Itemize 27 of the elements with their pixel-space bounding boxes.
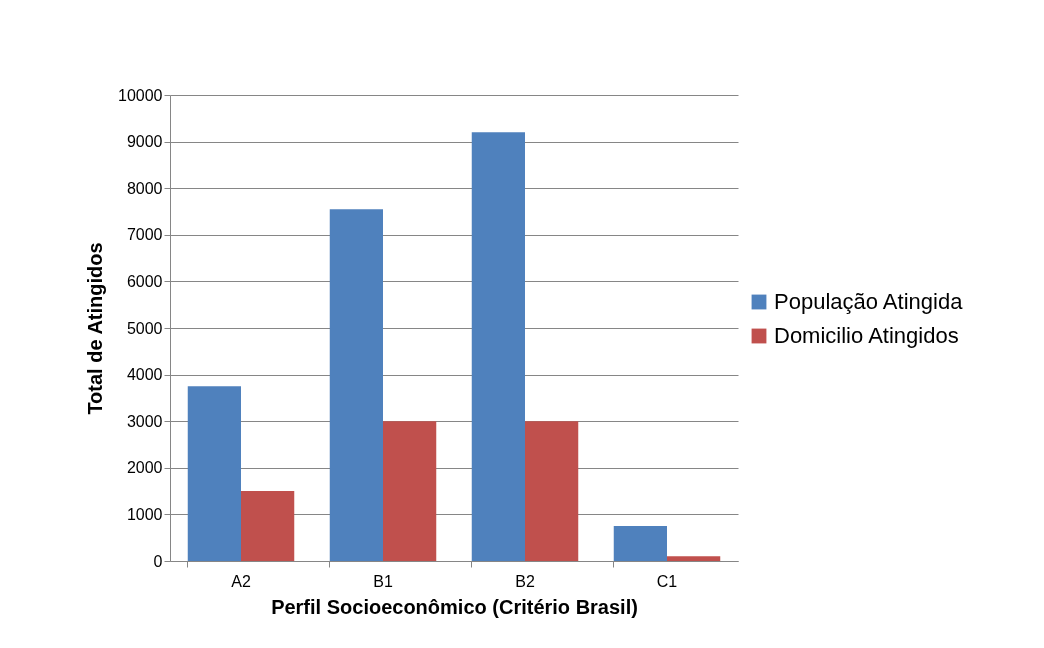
y-tick-label: 8000 — [126, 179, 163, 197]
bar — [525, 421, 579, 561]
bar — [241, 491, 295, 561]
y-tick-label: 3000 — [126, 412, 163, 430]
y-tick-label: 7000 — [126, 226, 163, 244]
x-axis-title: Perfil Socioeconômico (Critério Brasil) — [271, 595, 638, 618]
y-tick-label: 2000 — [126, 459, 163, 477]
x-tick-label: B1 — [373, 572, 393, 590]
bar — [383, 421, 437, 561]
bar — [329, 209, 383, 561]
legend-label: População Atingida — [774, 289, 964, 314]
y-tick-label: 0 — [153, 552, 163, 570]
bar — [613, 526, 667, 561]
y-tick-label: 4000 — [126, 366, 163, 384]
y-tick-label: 10000 — [118, 86, 163, 104]
legend-label: Domicilio Atingidos — [774, 323, 959, 348]
y-tick-label: 6000 — [126, 272, 163, 290]
y-axis-title: Total de Atingidos — [84, 242, 107, 415]
x-tick-label: A2 — [231, 572, 251, 590]
y-tick-label: 9000 — [126, 133, 163, 151]
bar — [471, 132, 525, 561]
x-tick-label: C1 — [656, 572, 678, 590]
x-tick-label: B2 — [515, 572, 535, 590]
y-tick-label: 5000 — [126, 319, 163, 337]
y-tick-label: 1000 — [126, 505, 163, 523]
bar — [667, 556, 721, 561]
bar — [187, 386, 241, 561]
